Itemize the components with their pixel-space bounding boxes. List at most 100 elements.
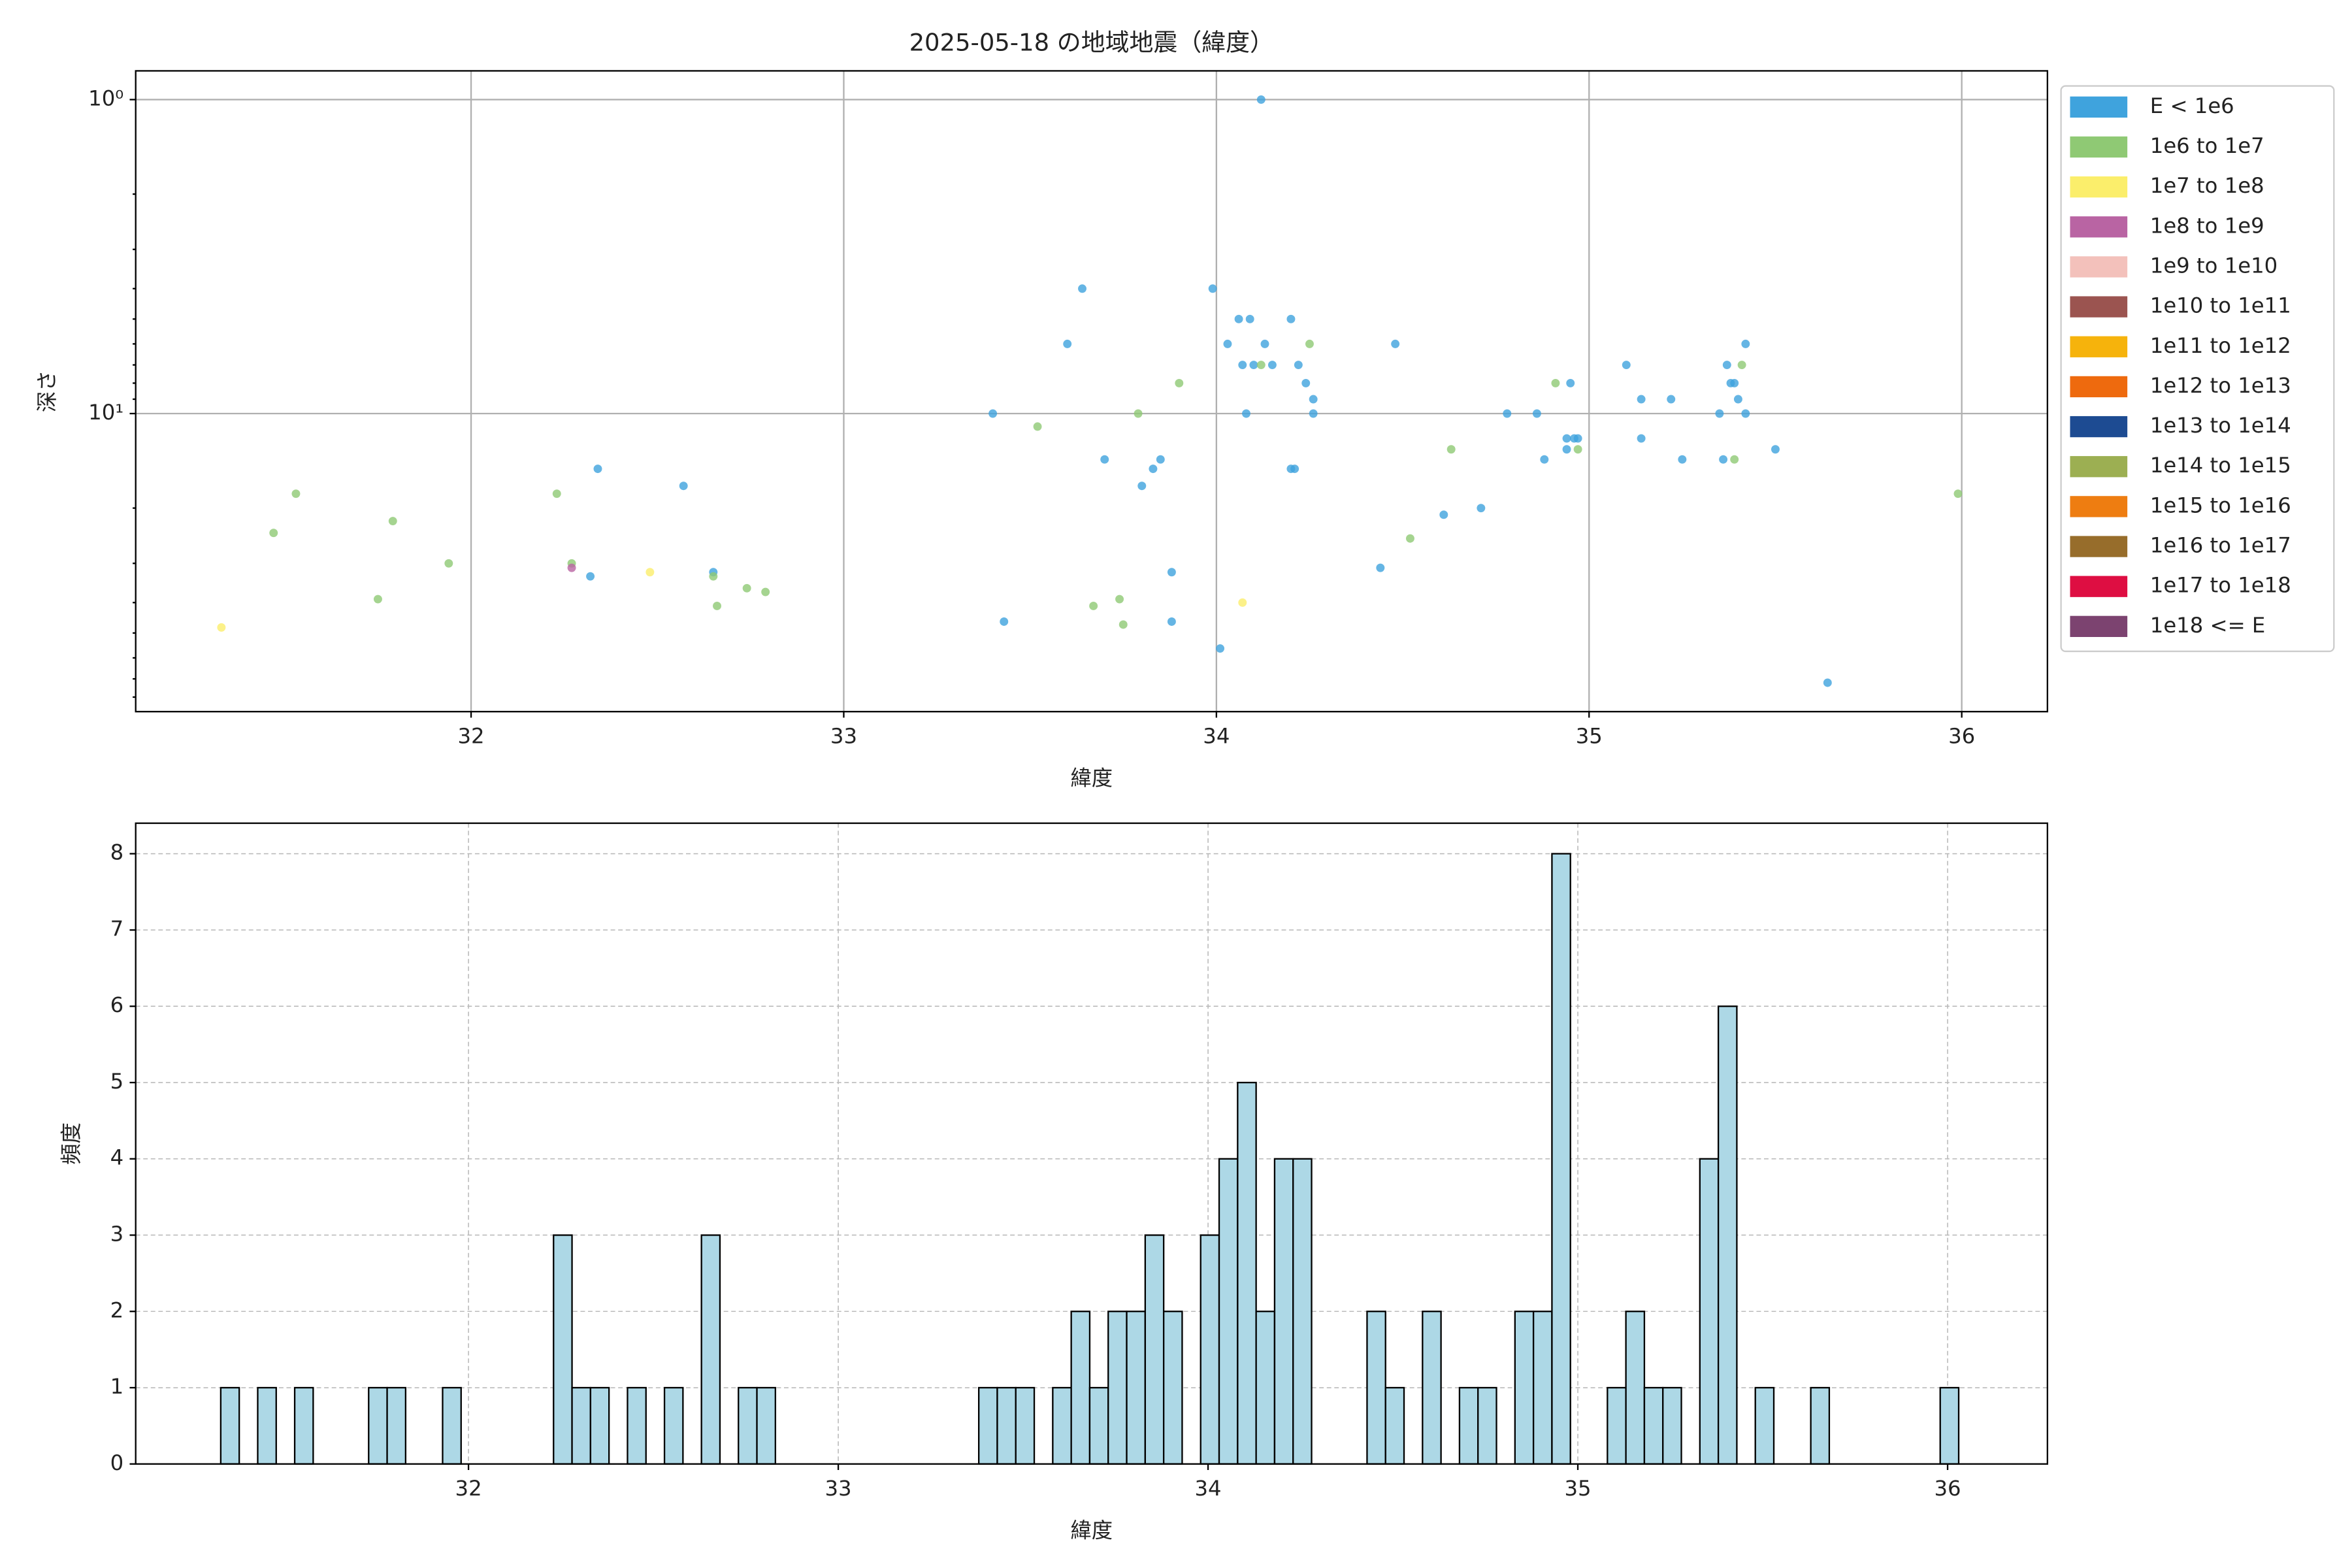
x-tick-label: 32 bbox=[455, 1476, 482, 1501]
point bbox=[1256, 361, 1266, 370]
legend-swatch bbox=[2070, 376, 2128, 398]
x-tick-label: 35 bbox=[1564, 1476, 1591, 1501]
point bbox=[1115, 595, 1124, 604]
y-axis-label: 頻度 bbox=[59, 1122, 84, 1165]
bar bbox=[1717, 1005, 1738, 1465]
point bbox=[1637, 434, 1646, 443]
point bbox=[1477, 504, 1486, 513]
bar bbox=[1218, 1158, 1239, 1465]
bar bbox=[1607, 1386, 1627, 1465]
point bbox=[1439, 510, 1448, 519]
point bbox=[567, 563, 576, 572]
point bbox=[1238, 598, 1247, 607]
x-tick-label: 33 bbox=[830, 723, 857, 748]
y-tick-label: 2 bbox=[110, 1298, 124, 1322]
bar bbox=[1477, 1386, 1497, 1465]
point bbox=[679, 482, 688, 491]
bar bbox=[220, 1386, 240, 1465]
bar bbox=[1532, 1311, 1553, 1465]
point bbox=[1406, 534, 1414, 543]
y-tick-label: 7 bbox=[110, 916, 124, 941]
legend-swatch bbox=[2070, 456, 2128, 478]
point bbox=[593, 465, 602, 474]
point bbox=[586, 572, 595, 581]
point bbox=[1309, 395, 1318, 404]
point bbox=[444, 559, 453, 568]
y-tick-label: 8 bbox=[110, 840, 124, 865]
point bbox=[1078, 284, 1086, 293]
bar bbox=[442, 1386, 462, 1465]
point bbox=[1208, 284, 1217, 293]
legend-swatch bbox=[2070, 176, 2128, 198]
bar bbox=[1939, 1386, 1960, 1465]
legend-label: 1e18 <= E bbox=[2150, 613, 2266, 638]
bar bbox=[1070, 1311, 1091, 1465]
point bbox=[1137, 482, 1147, 491]
y-axis-label: 深さ bbox=[35, 370, 59, 413]
point bbox=[1391, 339, 1400, 348]
axes-frame bbox=[135, 822, 2048, 1465]
point bbox=[1175, 378, 1184, 387]
point bbox=[388, 517, 397, 526]
point bbox=[1301, 378, 1311, 387]
x-tick-label: 36 bbox=[1934, 1476, 1961, 1501]
point bbox=[1249, 361, 1258, 370]
point bbox=[709, 572, 718, 581]
point bbox=[1667, 395, 1676, 404]
point bbox=[1245, 314, 1254, 323]
point bbox=[1532, 409, 1541, 418]
y-tick-label: 0 bbox=[110, 1450, 124, 1475]
point bbox=[988, 409, 998, 418]
point bbox=[1286, 314, 1296, 323]
bar bbox=[1292, 1158, 1313, 1465]
bar bbox=[571, 1386, 592, 1465]
bar bbox=[1200, 1234, 1220, 1465]
bar bbox=[1255, 1311, 1276, 1465]
point bbox=[1733, 395, 1742, 404]
point bbox=[1771, 445, 1780, 454]
legend-swatch bbox=[2070, 416, 2128, 438]
y-tick-label: 5 bbox=[110, 1069, 124, 1094]
bar bbox=[589, 1386, 610, 1465]
bar bbox=[1699, 1158, 1720, 1465]
axes-frame bbox=[135, 70, 2048, 713]
point bbox=[1167, 568, 1176, 577]
point bbox=[1309, 409, 1318, 418]
legend-label: 1e14 to 1e15 bbox=[2150, 453, 2291, 478]
bar bbox=[1366, 1311, 1386, 1465]
point bbox=[1730, 455, 1739, 464]
legend-swatch bbox=[2070, 216, 2128, 238]
point bbox=[1156, 455, 1165, 464]
bar bbox=[257, 1386, 277, 1465]
point bbox=[1562, 445, 1571, 454]
bar bbox=[386, 1386, 407, 1465]
point bbox=[1234, 314, 1243, 323]
legend-label: 1e15 to 1e16 bbox=[2150, 493, 2291, 517]
bar bbox=[293, 1386, 314, 1465]
bar bbox=[1273, 1158, 1294, 1465]
point bbox=[1376, 563, 1385, 572]
point bbox=[645, 568, 655, 577]
point bbox=[761, 587, 770, 596]
legend-label: 1e10 to 1e11 bbox=[2150, 293, 2291, 318]
point bbox=[552, 489, 561, 498]
bar bbox=[627, 1386, 647, 1465]
legend-swatch bbox=[2070, 136, 2128, 158]
y-tick-label: 6 bbox=[110, 992, 124, 1017]
point bbox=[1305, 339, 1314, 348]
point bbox=[1167, 617, 1176, 626]
bar bbox=[700, 1234, 721, 1465]
bar bbox=[1514, 1311, 1535, 1465]
legend-label: 1e6 to 1e7 bbox=[2150, 133, 2264, 158]
point bbox=[1741, 409, 1750, 418]
point bbox=[1741, 339, 1750, 348]
bar bbox=[1088, 1386, 1109, 1465]
bar bbox=[756, 1386, 777, 1465]
bar bbox=[1422, 1311, 1442, 1465]
y-tick-label: 10⁰ bbox=[88, 86, 123, 110]
x-tick-label: 32 bbox=[457, 723, 484, 748]
point bbox=[1242, 409, 1250, 418]
bar bbox=[1643, 1386, 1664, 1465]
